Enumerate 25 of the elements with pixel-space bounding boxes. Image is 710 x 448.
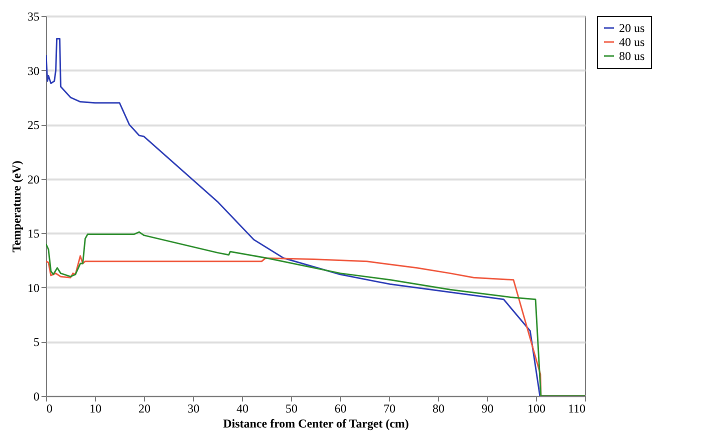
y-tick-label: 10 [28,280,40,295]
x-tick-label: 110 [568,402,586,416]
y-tick-label: 35 [28,10,40,24]
y-tick-label: 30 [28,64,40,78]
y-tick-label: 15 [28,226,40,241]
y-tick-label: 5 [34,335,40,350]
x-tick-label: 90 [482,402,494,416]
x-tick-label: 40 [236,402,248,416]
x-tick-label: 80 [432,402,444,416]
y-tick-label: 20 [28,172,40,186]
legend-label: 80 us [619,49,645,63]
x-tick-label: 20 [138,402,150,416]
x-tick-label: 0 [46,402,52,416]
x-tick-label: 10 [90,402,102,416]
y-tick-label: 25 [28,118,40,132]
x-tick-label: 30 [188,402,200,416]
legend-label: 40 us [619,35,645,49]
x-tick-label: 100 [528,402,546,416]
legend-label: 20 us [619,21,645,35]
y-axis-title: Temperature (eV) [10,160,24,252]
y-tick-label: 0 [34,390,40,404]
x-tick-label: 70 [384,402,396,416]
x-tick-label: 50 [286,402,298,416]
x-tick-label: 60 [334,402,346,416]
x-axis-title: Distance from Center of Target (cm) [223,416,409,430]
